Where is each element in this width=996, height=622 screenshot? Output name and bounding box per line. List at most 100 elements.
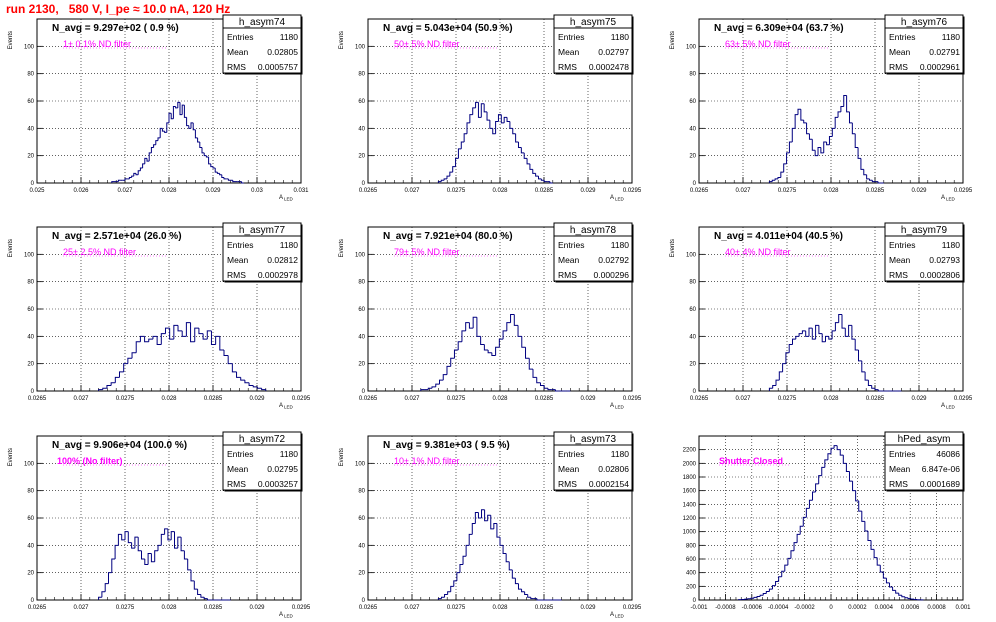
stats-label: RMS	[889, 62, 908, 72]
stats-value: 0.02805	[267, 47, 298, 57]
histogram-bin	[547, 388, 552, 391]
histogram-bin	[506, 117, 510, 122]
histogram-bin	[435, 383, 440, 387]
histogram-bin	[469, 114, 473, 123]
histogram-bin	[549, 181, 553, 184]
y-tick-label: 40	[358, 334, 365, 340]
histogram-bin	[119, 371, 124, 378]
histogram-bin	[815, 324, 819, 340]
histogram-bin	[114, 544, 119, 559]
histogram-bin	[861, 360, 866, 373]
histogram-bin	[205, 155, 209, 158]
stats-title: h_asym79	[901, 225, 948, 236]
histogram-bin	[506, 322, 511, 331]
histogram-bin	[453, 580, 457, 587]
histogram-bin	[791, 127, 796, 142]
x-axis-label: ALED	[610, 403, 625, 410]
histogram-bin	[147, 553, 152, 565]
histogram-bin	[828, 336, 833, 340]
histogram-bin	[858, 500, 862, 512]
stats-title: h_asym73	[570, 434, 617, 445]
histogram-bin	[443, 178, 447, 181]
stats-box: h_asym74 Entries 1180 Mean 0.02805 RMS 0.00057…	[222, 14, 303, 75]
x-tick-label: -0.0006	[742, 605, 763, 611]
histogram-bin	[495, 121, 499, 134]
x-axis-label: ALED	[610, 612, 625, 619]
histogram-bin	[490, 515, 494, 530]
y-tick-label: 80	[689, 280, 696, 286]
stats-title: h_asym72	[239, 434, 286, 445]
histogram-bin	[148, 152, 152, 162]
histogram-bin	[803, 120, 807, 124]
histogram-bin	[780, 171, 784, 178]
histogram-bin	[442, 374, 447, 381]
histogram-bin	[177, 325, 183, 332]
histogram-bin	[183, 550, 188, 560]
histogram-bin	[830, 447, 835, 454]
histogram-bin	[526, 158, 530, 165]
y-tick-label: 40	[27, 126, 34, 132]
y-tick-label: 60	[689, 307, 696, 313]
stats-box: h_asym79 Entries 1180 Mean 0.02793 RMS 0.00028…	[884, 222, 965, 283]
histogram-bin	[759, 594, 764, 597]
y-tick-label: 1800	[683, 475, 697, 481]
histogram-bin	[885, 578, 890, 584]
histogram-bin	[800, 109, 804, 121]
y-tick-label: 200	[686, 584, 697, 590]
x-tick-label: 0.029	[580, 605, 596, 611]
histogram-bin	[177, 101, 180, 108]
histogram-bin	[190, 322, 195, 343]
histogram-bin	[797, 108, 801, 115]
histogram-bin	[815, 483, 819, 493]
x-tick-label: 0.0008	[927, 605, 946, 611]
histogram-bin	[475, 101, 479, 108]
stats-label: Entries	[227, 32, 253, 42]
x-tick-label: 0.027	[404, 188, 420, 194]
histogram-bin	[817, 146, 821, 156]
x-tick-label: 0.0265	[690, 188, 709, 194]
histogram-bin	[901, 595, 905, 598]
histogram-bin	[453, 349, 459, 359]
histogram-bin	[514, 578, 519, 585]
stats-title: h_asym75	[570, 17, 617, 28]
histogram-bin	[166, 122, 169, 133]
histogram-bin	[187, 559, 191, 571]
x-tick-label: 0.027	[117, 188, 133, 194]
histogram-bin	[821, 466, 825, 476]
histogram-bin	[131, 175, 134, 178]
y-tick-label: 80	[358, 280, 365, 286]
x-axis-label: ALED	[941, 403, 956, 410]
histogram-bin	[536, 377, 541, 384]
x-tick-label: -0.0008	[715, 605, 736, 611]
y-tick-label: 0	[31, 389, 35, 395]
histogram-panel: 0.0265 0.027 0.0275 0.028 0.0285 0.029 0.0295 0…	[339, 222, 642, 410]
histogram-bin	[214, 167, 218, 173]
histogram-bin	[500, 114, 505, 124]
histogram-bin	[496, 523, 500, 538]
histogram-bin	[889, 582, 893, 588]
histogram-bin	[823, 141, 827, 153]
stats-label: RMS	[227, 62, 246, 72]
histogram-bin	[231, 363, 237, 373]
histogram-bin	[474, 512, 479, 524]
histogram-bin	[134, 536, 139, 549]
histogram-bin	[820, 147, 824, 154]
histogram-bin	[161, 128, 165, 132]
y-tick-label: 2200	[683, 448, 697, 454]
navg-label: N_avg = 6.309e+04 (63.7 %)	[714, 23, 844, 34]
stats-box: h_asym75 Entries 1180 Mean 0.02797 RMS 0.00024…	[553, 14, 634, 75]
histogram-bin	[472, 316, 477, 329]
histogram-bin	[502, 330, 507, 340]
stats-value: 1180	[611, 32, 630, 42]
histogram-bin	[825, 335, 829, 342]
histogram-bin	[208, 157, 211, 165]
histogram-bin	[462, 555, 467, 565]
histogram-bin	[772, 385, 776, 389]
histogram-bin	[248, 382, 254, 387]
stats-value: 0.02795	[267, 464, 298, 474]
y-tick-label: 20	[358, 571, 365, 577]
histogram-bin	[795, 335, 800, 340]
histogram-bin	[227, 178, 231, 181]
histogram-bin	[785, 352, 790, 364]
